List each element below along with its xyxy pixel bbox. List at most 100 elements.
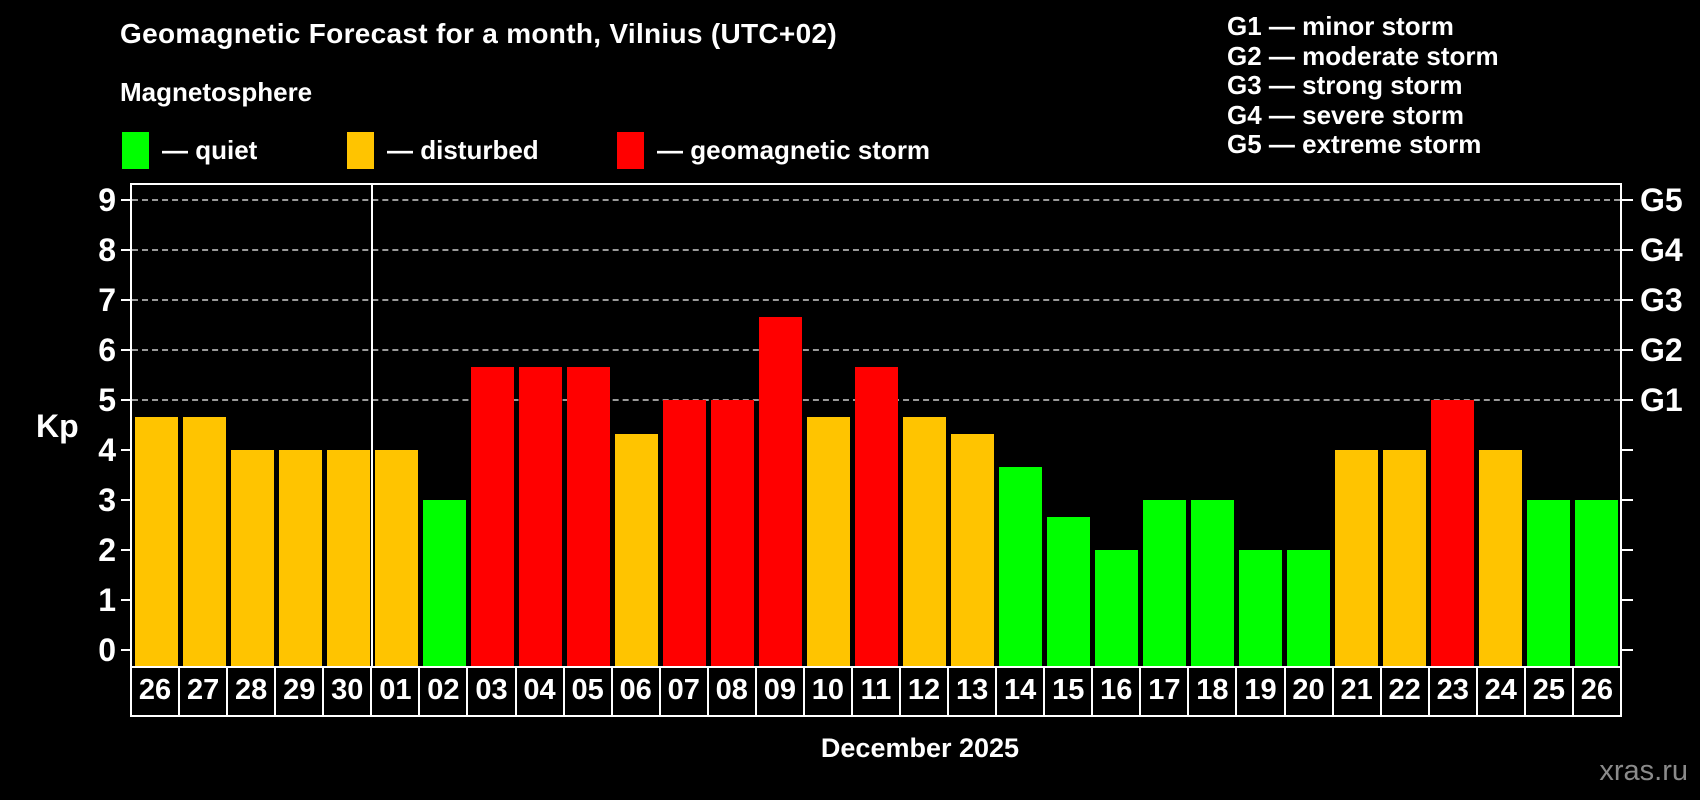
y-tick-right-7 <box>1620 299 1633 301</box>
x-axis-day-label: 15 <box>1045 666 1094 715</box>
x-axis-day-label: 11 <box>853 666 901 715</box>
disturbed-color-swatch <box>347 131 374 169</box>
y-tick-left-3 <box>121 499 132 501</box>
g-scale-label-g2: G2 <box>1640 332 1683 368</box>
x-axis-day-label: 08 <box>709 666 757 715</box>
x-axis-day-label: 25 <box>1526 666 1574 715</box>
y-tick-left-8 <box>121 249 132 251</box>
x-axis-day-label: 14 <box>997 666 1046 715</box>
bar-day-06 <box>614 433 658 666</box>
y-axis-tick-label-8: 8 <box>98 232 116 268</box>
bar-day-09 <box>758 316 802 666</box>
month-separator-line <box>371 185 373 666</box>
bar-day-01 <box>374 450 418 666</box>
bar-day-10 <box>806 416 850 666</box>
g4-legend-line: G4 — severe storm <box>1227 99 1465 130</box>
x-axis-day-label: 03 <box>468 666 517 715</box>
y-axis-tick-label-1: 1 <box>98 582 116 618</box>
x-axis-day-label: 01 <box>372 666 421 715</box>
x-axis-title: December 2025 <box>820 733 1020 763</box>
x-axis-day-label: 22 <box>1382 666 1430 715</box>
bar-day-22 <box>1382 450 1426 666</box>
bar-day-08 <box>710 400 754 666</box>
y-tick-right-8 <box>1620 249 1633 251</box>
bar-day-14 <box>998 466 1042 666</box>
y-tick-left-1 <box>121 599 132 601</box>
y-tick-left-0 <box>121 649 132 651</box>
bar-day-17 <box>1142 500 1186 666</box>
x-axis-day-label: 29 <box>276 666 325 715</box>
x-axis-day-label: 18 <box>1189 666 1238 715</box>
quiet-color-swatch <box>122 131 149 169</box>
x-axis-day-label: 09 <box>757 666 805 715</box>
bar-day-13 <box>950 433 994 666</box>
chart-subtitle: Magnetosphere <box>120 77 313 107</box>
legend-item-quiet: — quiet <box>122 131 257 169</box>
legend-label-quiet: — quiet <box>162 134 258 165</box>
x-axis-day-label: 21 <box>1334 666 1382 715</box>
x-axis-day-label: 23 <box>1430 666 1478 715</box>
x-axis-day-label: 17 <box>1141 666 1190 715</box>
x-axis-day-label: 10 <box>805 666 853 715</box>
bar-day-07 <box>662 400 706 666</box>
x-axis-day-label: 07 <box>661 666 709 715</box>
gridline-kp9 <box>132 199 1620 201</box>
bar-day-11 <box>854 366 898 666</box>
x-axis-label-row: 26 27 28 29 30 01 02 03 04 05 06 07 08 09 10 11 12 13 14 15… <box>130 666 1622 717</box>
x-axis-day-label: 26 <box>132 666 181 715</box>
y-tick-right-2 <box>1620 549 1633 551</box>
y-axis-tick-label-3: 3 <box>98 482 116 518</box>
y-tick-right-4 <box>1620 449 1633 451</box>
y-tick-right-9 <box>1620 199 1633 201</box>
y-tick-right-0 <box>1620 649 1633 651</box>
y-axis-title: Kp <box>36 408 79 444</box>
g-scale-label-g3: G3 <box>1640 282 1683 318</box>
x-axis-day-label: 04 <box>517 666 565 715</box>
x-axis-day-label: 12 <box>901 666 950 715</box>
y-tick-right-3 <box>1620 499 1633 501</box>
g2-legend-line: G2 — moderate storm <box>1227 40 1499 71</box>
bar-day-03 <box>470 366 514 666</box>
g1-legend-line: G1 — minor storm <box>1227 11 1454 41</box>
y-axis-tick-label-0: 0 <box>98 632 116 668</box>
x-axis-day-label: 30 <box>324 666 373 715</box>
x-axis-day-label: 13 <box>949 666 998 715</box>
bar-day-20 <box>1286 550 1330 666</box>
x-axis-day-label: 06 <box>613 666 661 715</box>
x-axis-day-label: 16 <box>1093 666 1142 715</box>
bar-day-29 <box>278 450 322 666</box>
y-axis-tick-label-5: 5 <box>98 382 116 418</box>
bar-day-04 <box>518 366 562 666</box>
bar-day-16 <box>1094 550 1138 666</box>
y-axis-tick-label-4: 4 <box>98 432 116 468</box>
legend-label-storm: — geomagnetic storm <box>657 134 931 165</box>
bar-day-15 <box>1046 516 1090 666</box>
y-tick-left-9 <box>121 199 132 201</box>
bar-day-23 <box>1430 400 1474 666</box>
plot-area: 0 1 2 3 4 5 6 7 8 9 G1 G2 G3 G4 G5 <box>98 183 1683 668</box>
y-tick-left-4 <box>121 449 132 451</box>
legend-label-disturbed: — disturbed <box>387 134 539 165</box>
bar-day-25 <box>1526 500 1570 666</box>
bar-day-05 <box>566 366 610 666</box>
x-axis-day-label: 27 <box>180 666 229 715</box>
g-scale-label-g5: G5 <box>1640 182 1683 218</box>
g-scale-legend: G1 — minor storm G2 — moderate storm G3 … <box>1227 11 1499 160</box>
bar-day-12 <box>902 416 946 666</box>
bar-day-18 <box>1190 500 1234 666</box>
y-tick-right-5 <box>1620 399 1633 401</box>
g5-legend-line: G5 — extreme storm <box>1227 129 1482 159</box>
bar-day-30 <box>326 450 370 666</box>
g-scale-label-g4: G4 <box>1640 232 1683 268</box>
x-axis-day-label: 28 <box>228 666 277 715</box>
y-tick-left-7 <box>121 299 132 301</box>
watermark: xras.ru <box>1599 755 1688 787</box>
y-axis-tick-label-9: 9 <box>98 182 116 218</box>
x-axis-day-label: 24 <box>1478 666 1526 715</box>
x-axis-day-label: 05 <box>565 666 613 715</box>
bar-day-26 <box>1574 500 1618 666</box>
y-axis-tick-label-6: 6 <box>98 332 116 368</box>
bar-day-19 <box>1238 550 1282 666</box>
legend-item-storm: — geomagnetic storm <box>617 131 930 169</box>
